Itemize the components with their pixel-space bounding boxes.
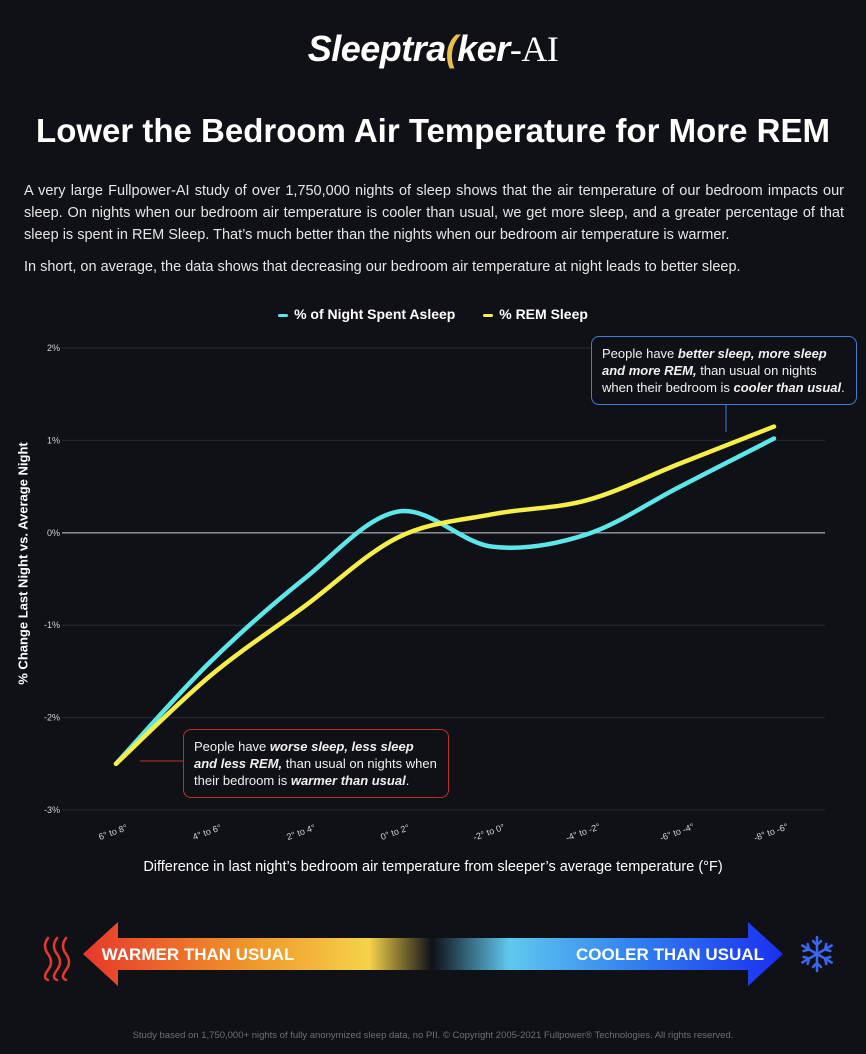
page-title: Lower the Bedroom Air Temperature for Mo… — [36, 112, 830, 149]
moon-icon: ( — [445, 28, 458, 69]
x-tick-label: 4° to 6° — [191, 822, 223, 842]
x-tick-label: -2° to 0° — [472, 822, 507, 843]
callout-warmer-t3: . — [405, 773, 410, 788]
y-tick-label: 0% — [47, 528, 60, 538]
warm-label: WARMER THAN USUAL — [102, 945, 295, 964]
x-tick-label: 6° to 8° — [97, 822, 129, 842]
warm-flame-icon — [43, 936, 71, 982]
y-tick-label: -1% — [44, 620, 60, 630]
series-line-asleep — [113, 436, 777, 767]
callout-cooler-b2: cooler than usual — [733, 380, 842, 395]
intro-paragraph-1: A very large Fullpower-AI study of over … — [24, 183, 844, 243]
legend-item-asleep: % of Night Spent Asleep — [278, 306, 455, 322]
intro-text: A very large Fullpower-AI study of over … — [24, 180, 844, 288]
logo-main-text: Sleeptra — [307, 28, 447, 69]
x-tick-label: 0° to 2° — [379, 822, 411, 842]
cool-label: COOLER THAN USUAL — [576, 945, 764, 964]
legend-label-asleep: % of Night Spent Asleep — [294, 306, 456, 322]
cool-arrow-shape — [432, 922, 783, 986]
callout-cooler-b1: better sleep, more sleep and more REM, — [602, 346, 827, 378]
copyright-footer: Study based on 1,750,000+ nights of full… — [132, 1030, 734, 1041]
x-tick-label: -6° to -4° — [658, 821, 695, 843]
y-tick-label: 2% — [47, 343, 60, 353]
legend-swatch-asleep — [278, 313, 289, 317]
logo-suffix: -AI — [509, 29, 559, 69]
callout-cooler-t2: than usual on nights when their bedroom … — [602, 363, 817, 395]
x-axis-title: Difference in last night’s bedroom air t… — [143, 859, 723, 875]
snowflake-icon — [801, 935, 833, 973]
x-tick-label: -8° to -6° — [752, 821, 789, 843]
legend-swatch-rem — [483, 313, 494, 317]
y-tick-label: -2% — [44, 713, 60, 723]
y-tick-label: 1% — [47, 435, 60, 445]
intro-paragraph-2: In short, on average, the data shows tha… — [24, 259, 741, 275]
x-tick-label: -4° to -2° — [564, 821, 601, 843]
line-chart: 2% 1% 0% -1% -2% -3% 6° to 8° 4° to 6° 2° to 4° 0… — [44, 343, 825, 843]
chart-legend: % of Night Spent Asleep % REM Sleep — [0, 306, 866, 322]
series-line-rem — [113, 424, 777, 767]
callout-cooler-t1: People have — [602, 346, 678, 361]
callout-cooler: People have better sleep, more sleep and… — [591, 336, 857, 405]
x-tick-label: 2° to 4° — [285, 822, 317, 842]
legend-label-rem: % REM Sleep — [499, 306, 588, 322]
y-tick-label: -3% — [44, 805, 60, 815]
callout-warmer-t1: People have — [194, 739, 270, 754]
callout-warmer-b1: worse sleep, less sleep and less REM, — [194, 739, 414, 771]
brand-logo: Sleeptra(ker-AI — [0, 28, 866, 70]
callout-cooler-t3: . — [841, 380, 845, 395]
callout-warmer-b2: warmer than usual — [290, 773, 406, 788]
temperature-arrow: WARMER THAN USUAL COOLER THAN USUAL — [43, 922, 833, 986]
callout-warmer-t2: than usual on nights when their bedroom … — [194, 756, 437, 788]
callout-warmer: People have worse sleep, less sleep and … — [183, 729, 449, 798]
logo-rest-text: ker — [457, 28, 510, 69]
warm-arrow-shape — [83, 922, 432, 986]
legend-item-rem: % REM Sleep — [483, 306, 588, 322]
